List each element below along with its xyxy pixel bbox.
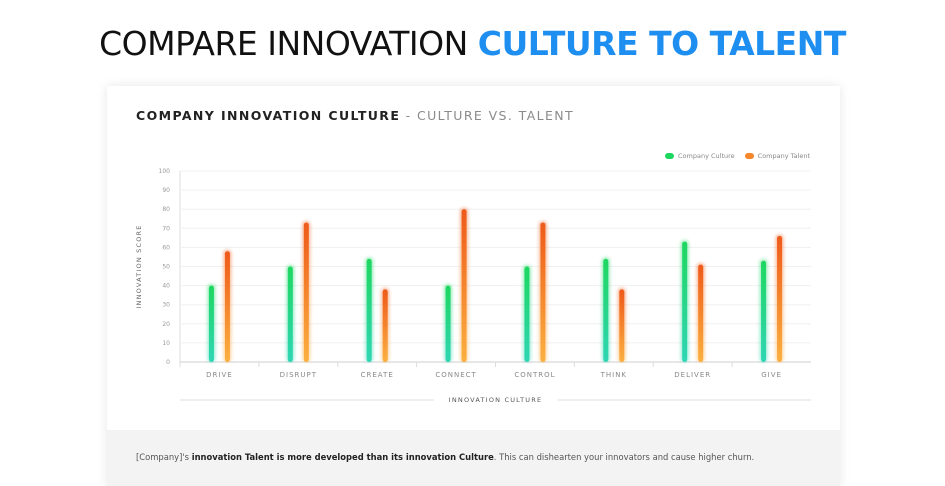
chart-footer: [Company]'s innovation Talent is more de… — [107, 430, 840, 486]
x-tick-label: DISRUPT — [280, 371, 317, 379]
chart-subtitle: CULTURE VS. TALENT — [416, 108, 575, 123]
bar-culture — [208, 285, 214, 362]
legend-item-talent: Company Talent — [744, 152, 810, 160]
bar-culture — [366, 258, 372, 362]
chart-title-separator: - — [405, 108, 412, 123]
page-headline: COMPARE INNOVATION CULTURE TO TALENT — [0, 22, 945, 66]
legend-label-culture: Company Culture — [678, 152, 735, 160]
chart-title: COMPANY INNOVATION CULTURE - CULTURE VS.… — [136, 108, 574, 123]
x-tick-label: DRIVE — [206, 371, 233, 379]
bar-culture — [287, 266, 293, 362]
footer-note: [Company]'s innovation Talent is more de… — [136, 452, 754, 462]
chart-card: COMPANY INNOVATION CULTURE - CULTURE VS.… — [107, 86, 840, 486]
y-tick-label: 50 — [162, 264, 170, 271]
bar-talent — [619, 289, 625, 362]
x-tick-label: DELIVER — [674, 371, 711, 379]
bar-talent — [777, 235, 783, 362]
bar-talent — [540, 222, 546, 362]
bar-talent — [382, 289, 388, 362]
bar-talent — [224, 251, 230, 362]
chart-title-main: COMPANY INNOVATION CULTURE — [136, 108, 401, 123]
bar-culture — [524, 266, 530, 362]
x-tick-label: CONNECT — [435, 371, 476, 379]
footer-prefix: [Company]'s — [136, 452, 192, 462]
y-tick-label: 90 — [162, 187, 170, 194]
headline-part2: CULTURE TO TALENT — [477, 24, 847, 63]
y-tick-label: 0 — [166, 359, 170, 366]
y-tick-label: 40 — [162, 283, 170, 290]
bar-talent — [461, 209, 467, 362]
bar-culture — [761, 260, 767, 362]
bar-culture — [445, 285, 451, 362]
y-axis-title: INNOVATION SCORE — [135, 224, 143, 308]
legend-label-talent: Company Talent — [757, 152, 810, 160]
bar-talent — [698, 264, 704, 362]
chart-plot: 0 10 20 30 40 50 60 70 80 90 100 INNOVATION SCORE DR… — [135, 168, 811, 404]
x-axis-title: INNOVATION CULTURE — [449, 396, 543, 404]
x-tick-label: GIVE — [761, 371, 782, 379]
y-tick-label: 10 — [162, 340, 170, 347]
bar-talent — [303, 222, 309, 362]
x-tick-label: CREATE — [361, 371, 394, 379]
legend-swatch-talent — [744, 153, 754, 159]
footer-suffix: . This can dishearten your innovators an… — [493, 452, 755, 462]
y-tick-label: 80 — [162, 206, 170, 213]
y-tick-label: 70 — [162, 225, 170, 232]
chart-legend: Company Culture Company Talent — [665, 152, 810, 160]
x-tick-label: CONTROL — [514, 371, 555, 379]
y-tick-label: 60 — [162, 244, 170, 251]
x-tick-label: THINK — [600, 371, 627, 379]
bar-culture — [603, 258, 609, 362]
headline-part1: COMPARE INNOVATION — [99, 24, 468, 63]
legend-item-culture: Company Culture — [665, 152, 735, 160]
footer-bold: innovation Talent is more developed than… — [191, 452, 494, 462]
y-tick-label: 30 — [162, 302, 170, 309]
y-tick-label: 100 — [159, 168, 171, 175]
y-tick-label: 20 — [162, 321, 170, 328]
bar-culture — [682, 241, 688, 362]
legend-swatch-culture — [665, 153, 674, 159]
